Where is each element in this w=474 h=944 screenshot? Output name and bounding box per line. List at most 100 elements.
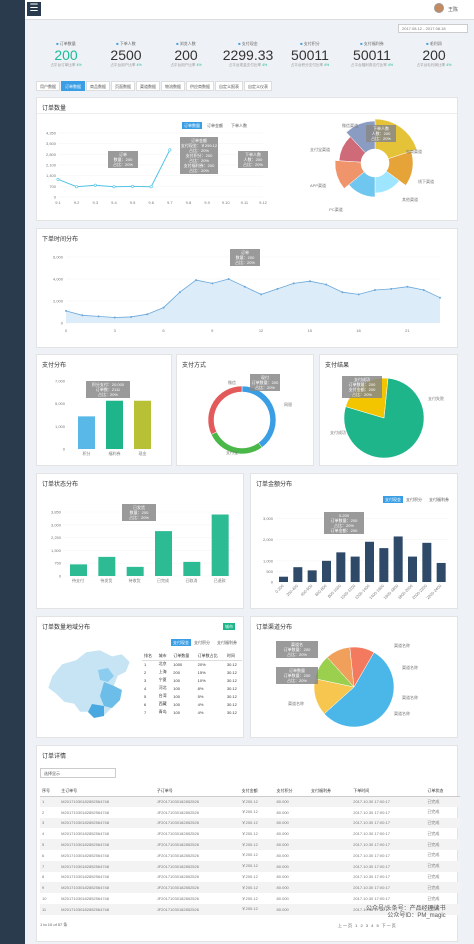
table-cell: 上海 <box>158 669 167 674</box>
table-row[interactable]: 9 M20171030182852564748 JF2017103018285252… <box>40 882 460 894</box>
table-cell: 已完成 <box>427 809 440 815</box>
display-select[interactable]: 选择显示 <box>40 768 116 778</box>
bar <box>408 556 417 582</box>
table-row[interactable]: 7 M20171030182852564748 JF2017103018285252… <box>40 860 460 872</box>
table-row[interactable]: 11 M20171030182852564748 JF201710301828525… <box>40 903 460 915</box>
table-cell: 4% <box>197 709 204 715</box>
table-cell: JF20171030182852526 <box>154 817 240 829</box>
stat-card: ■ 支付福利券 50011 占平台福利券支付比率 4% <box>342 40 402 76</box>
table-cell: 2017.10.30 17:00:17 <box>351 903 426 915</box>
column-header[interactable]: 序号 <box>40 786 60 797</box>
tab-1[interactable]: 订单数据 <box>61 81 85 91</box>
tooltip-text: 占比：20% <box>189 167 209 173</box>
table-cell: 1 <box>144 661 147 667</box>
column-header[interactable]: 支付金额 <box>239 786 275 797</box>
y-tick: 3,850 <box>51 510 62 515</box>
bar <box>350 556 360 582</box>
seg-coupon[interactable]: 支付福利券 <box>429 497 449 502</box>
y-tick: 0 <box>63 447 66 452</box>
tooltip-text: 占比：20% <box>371 135 391 141</box>
pie-label: 支付失败 <box>428 395 444 401</box>
tab-5[interactable]: 物流数据 <box>161 81 185 91</box>
x-tick: 9.7 <box>167 200 173 205</box>
data-point <box>439 296 441 299</box>
y-tick: 750 <box>54 561 61 566</box>
y-tick: 3,500 <box>46 141 57 146</box>
bar <box>78 416 95 449</box>
time-dist-panel: 下单时间分布 <box>36 228 458 348</box>
stat-label: ■ 订单数量 <box>36 41 96 47</box>
pie-label: 线下渠道 <box>418 178 434 184</box>
seg-order-qty[interactable]: 订单数量 <box>182 122 202 129</box>
seg-cash[interactable]: 支付现金 <box>383 496 403 503</box>
table-cell: 80.000 <box>274 817 310 829</box>
tab-3[interactable]: 页面数据 <box>111 81 135 91</box>
column-header[interactable]: 下单时间 <box>351 786 426 797</box>
pie-label: 渠道名称 <box>394 710 410 716</box>
stat-value: 2299.33 <box>222 47 274 63</box>
table-row[interactable]: 8 M20171030182852564748 JF2017103018285252… <box>40 872 460 883</box>
seg-points[interactable]: 支付积分 <box>406 497 422 502</box>
stat-label-text: 支付积分 <box>303 41 320 46</box>
x-tick: 9.6 <box>148 200 154 205</box>
stat-foot: 占平台订单比率 4% <box>36 63 96 68</box>
table-cell: 2017.10.30 17:00:17 <box>351 882 426 894</box>
pie-slice <box>323 652 395 728</box>
city-dropdown-button[interactable]: 城市 <box>223 623 235 630</box>
table-row[interactable]: 5 M20171030182852564748 JF2017103018285252… <box>40 839 460 850</box>
table-row[interactable]: 6 M20171030182852564748 JF2017103018285252… <box>40 850 460 861</box>
table-cell: 80.000 <box>274 860 310 872</box>
seg-points[interactable]: 支付积分 <box>194 640 210 645</box>
user-name[interactable]: 王陈 <box>448 7 459 13</box>
column-header[interactable]: 主订单号 <box>59 786 155 797</box>
date-range-picker[interactable]: 2017.08.12 - 2017.08.18 <box>398 24 468 33</box>
tooltip-text: 占比：20% <box>235 259 255 265</box>
tab-2[interactable]: 商品数据 <box>86 81 110 91</box>
table-cell: 5 <box>40 839 60 850</box>
y-tick: 2,000 <box>53 299 64 304</box>
avatar[interactable] <box>434 3 444 13</box>
stat-foot-text: 占平台福利券支付比率 <box>350 63 387 67</box>
table-cell: 3 <box>40 817 60 829</box>
column-header[interactable]: 订单状态 <box>425 786 460 797</box>
table-row[interactable]: 2 M20171030182852564748 JF2017103018285252… <box>40 807 460 818</box>
table-cell: ￥200.12 <box>239 882 275 894</box>
menu-icon[interactable]: ☰ <box>27 2 41 16</box>
bar <box>365 541 374 582</box>
seg-cash[interactable]: 支付现金 <box>171 639 191 646</box>
y-tick: 700 <box>49 184 56 189</box>
table-row[interactable]: 10 M20171030182852564748 JF201710301828525… <box>40 893 460 904</box>
tooltip-text: 占比：20% <box>113 161 133 167</box>
table-row[interactable]: 3 M20171030182852564748 JF2017103018285252… <box>40 817 460 829</box>
tab-4[interactable]: 渠道数据 <box>136 81 160 91</box>
tab-7[interactable]: 自定义报表 <box>215 81 243 91</box>
seg-buyer-count[interactable]: 下单人数 <box>231 123 247 128</box>
column-header[interactable]: 订单数量 <box>171 652 196 661</box>
column-header[interactable]: 子订单号 <box>154 786 240 797</box>
column-header[interactable]: 时间 <box>224 652 242 661</box>
column-header[interactable]: 支付积分 <box>274 786 310 797</box>
table-row[interactable]: 1 M20171030182852564748 JF2017103018285252… <box>40 796 460 807</box>
column-header[interactable]: 订单数占比 <box>195 652 225 661</box>
table-row[interactable]: 4 M20171030182852564748 JF2017103018285252… <box>40 828 460 839</box>
pie-slice <box>349 646 375 688</box>
tab-6[interactable]: 供应商数据 <box>186 81 214 91</box>
bar <box>422 542 432 582</box>
column-header[interactable]: 支付福利券 <box>309 786 352 797</box>
pie-label: APP渠道 <box>310 182 326 188</box>
pie-slice <box>241 385 277 448</box>
tab-8[interactable]: 自定义仪表 <box>244 81 272 91</box>
pagination[interactable]: 上一页 1 2 3 4 5 下一页 <box>338 923 397 928</box>
bars-icon: ■ <box>426 41 430 46</box>
column-header[interactable]: 城市 <box>156 652 172 661</box>
table-cell: 200 <box>173 669 180 675</box>
dollar-icon: ■ <box>300 41 304 46</box>
column-header[interactable]: 排名 <box>142 652 157 661</box>
seg-coupon[interactable]: 支付福利券 <box>217 640 237 645</box>
seg-order-amount[interactable]: 订单金额 <box>207 123 223 128</box>
tab-0[interactable]: 用户数据 <box>36 81 60 91</box>
table-cell: JF20171030182852526 <box>156 874 199 880</box>
